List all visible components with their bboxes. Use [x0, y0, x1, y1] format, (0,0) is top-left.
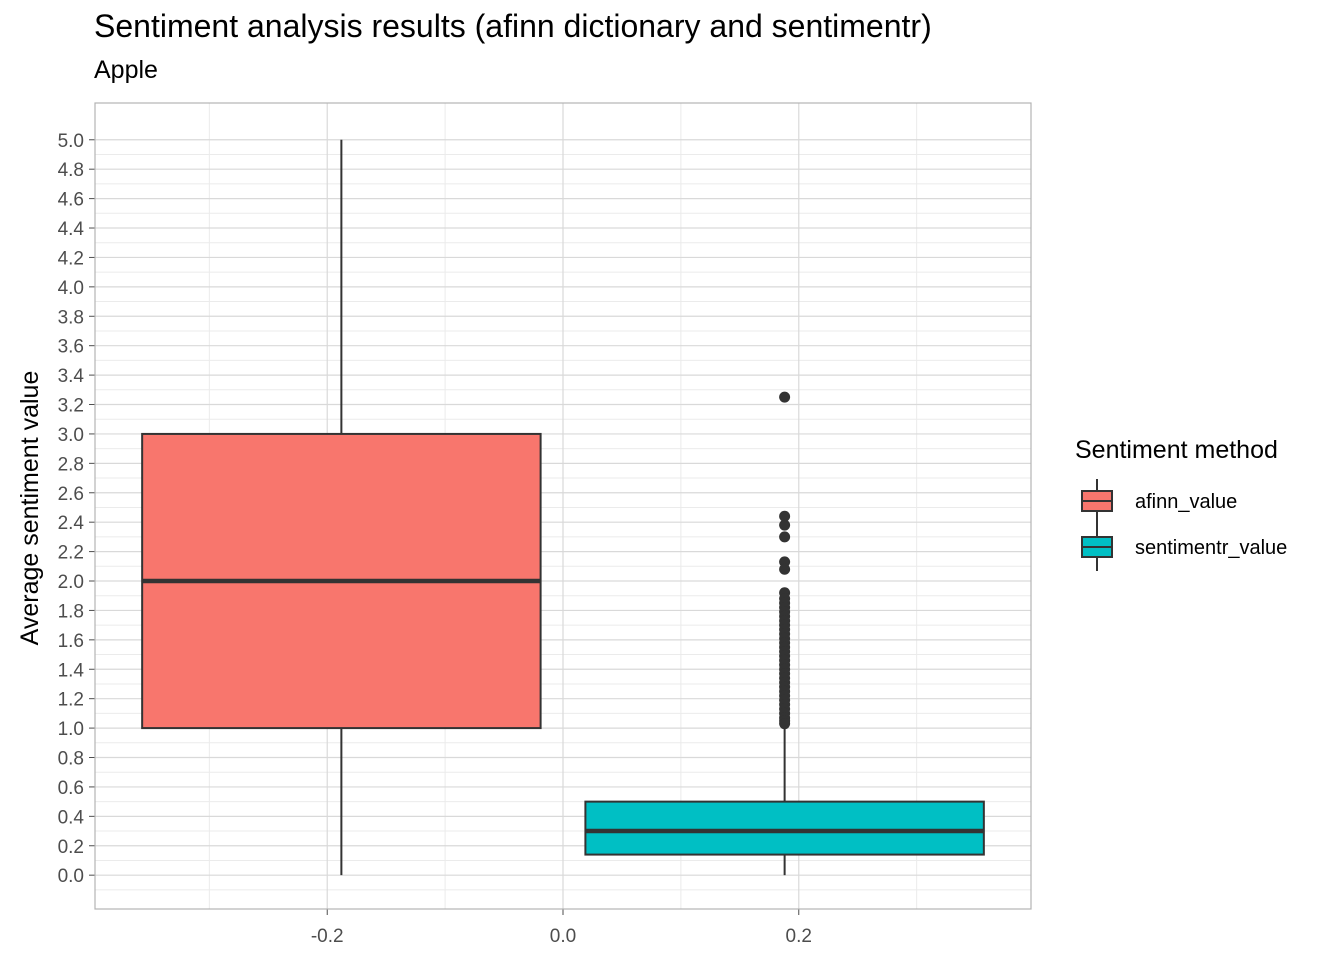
outlier-point [779, 718, 791, 730]
y-tick-label: 0.4 [58, 807, 85, 828]
legend-key-sentimentr [1079, 525, 1115, 571]
y-tick-label: 1.8 [58, 601, 84, 622]
y-tick-label: 4.8 [58, 160, 84, 181]
y-tick-label: 2.2 [58, 543, 84, 564]
y-tick-label: 5.0 [58, 131, 84, 152]
y-tick-label: 0.6 [58, 778, 84, 799]
chart-title: Sentiment analysis results (afinn dictio… [94, 8, 932, 44]
box-iqr [584, 800, 985, 856]
y-tick-label: 1.6 [58, 631, 84, 652]
y-tick-label: 0.0 [58, 866, 84, 887]
legend-item-afinn: afinn_value [1075, 479, 1287, 525]
legend: Sentiment method afinn_value sentimentr_… [1075, 436, 1287, 571]
outlier-point [779, 510, 791, 522]
legend-title: Sentiment method [1075, 436, 1278, 464]
y-tick-label: 0.8 [58, 749, 84, 770]
x-tick-label: 0.2 [786, 926, 812, 947]
plot-border [94, 102, 1032, 910]
x-tick-label: -0.2 [311, 926, 344, 947]
y-tick-label: 4.0 [58, 278, 84, 299]
outlier-point [779, 531, 791, 543]
y-tick-label: 2.4 [58, 513, 85, 534]
outlier-point [779, 563, 791, 575]
chart-subtitle: Apple [94, 56, 158, 84]
boxplot-afinn-value [141, 139, 542, 876]
grid-lines [95, 103, 1031, 909]
y-tick-label: 1.0 [58, 719, 84, 740]
y-tick-label: 3.8 [58, 307, 84, 328]
y-tick-label: 3.6 [58, 337, 84, 358]
outlier-point [779, 519, 791, 531]
legend-label-afinn: afinn_value [1135, 490, 1238, 513]
y-tick-label: 2.6 [58, 484, 84, 505]
y-tick-label: 2.0 [58, 572, 84, 593]
y-tick-label: 4.2 [58, 248, 84, 269]
y-tick-label: 2.8 [58, 454, 84, 475]
legend-item-sentimentr: sentimentr_value [1075, 525, 1287, 571]
y-tick-label: 1.4 [58, 660, 85, 681]
y-tick-label: 3.2 [58, 396, 84, 417]
y-tick-label: 1.2 [58, 690, 84, 711]
boxplot-sentimentr-value [584, 391, 985, 876]
y-tick-label: 0.2 [58, 837, 84, 858]
x-tick-label: 0.0 [550, 926, 576, 947]
outlier-point [779, 391, 791, 403]
y-tick-label: 3.4 [58, 366, 85, 387]
y-tick-label: 3.0 [58, 425, 84, 446]
legend-key-afinn [1079, 479, 1115, 525]
legend-label-sentimentr: sentimentr_value [1135, 536, 1288, 559]
y-tick-label: 4.4 [58, 219, 85, 240]
y-tick-label: 4.6 [58, 190, 84, 211]
y-axis-label: Average sentiment value [16, 371, 44, 646]
